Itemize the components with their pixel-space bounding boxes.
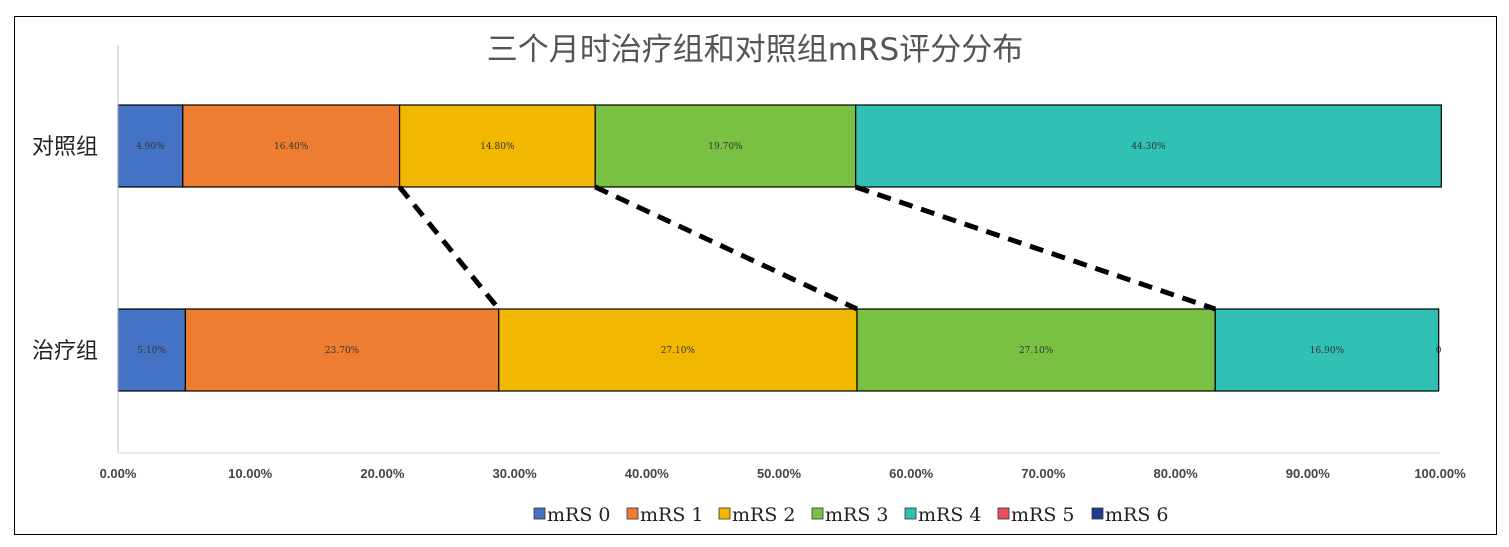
connector-line-mrs-3	[854, 184, 1217, 312]
legend-label-mrs-4: mRS 4	[918, 504, 981, 526]
category-label-control: 对照组	[32, 135, 98, 160]
data-label-mrs-0-control: 4.90%	[136, 142, 165, 152]
bars-group: 4.90% 16.40% 14.80% 19.70% 44.30% 5.10% 23.70%…	[117, 104, 1442, 392]
legend-label-mrs-1: mRS 1	[640, 504, 703, 526]
bar-mrs-0-treatment	[117, 308, 187, 392]
bar-mrs-1-treatment	[184, 308, 500, 392]
bar-mrs-0-control	[117, 104, 184, 188]
connector-lines	[397, 184, 1217, 312]
data-label-mrs-4-treatment: 16.90%	[1310, 346, 1345, 356]
legend-swatch-mrs-1	[626, 507, 639, 520]
legend-swatch-mrs-6	[1091, 507, 1104, 520]
x-tick-label: 0.00%	[100, 466, 137, 481]
x-tick-label: 30.00%	[493, 466, 538, 481]
data-label-mrs-0-treatment: 5.10%	[137, 346, 166, 356]
data-label-mrs-2-control: 14.80%	[480, 142, 515, 152]
x-tick-label: 20.00%	[360, 466, 405, 481]
x-tick-label: 80.00%	[1154, 466, 1199, 481]
x-tick-label: 10.00%	[228, 466, 273, 481]
data-label-mrs-6-treatment: 0	[1436, 346, 1442, 356]
bar-mrs-4-control	[855, 104, 1442, 188]
bar-mrs-3-control	[594, 104, 857, 188]
x-tick-label: 40.00%	[625, 466, 670, 481]
legend: mRS 0 mRS 1 mRS 2 mRS 3 mRS 4 mRS 5 mRS 6	[533, 504, 1168, 526]
x-tick-label: 70.00%	[1021, 466, 1066, 481]
chart-title: 三个月时治疗组和对照组mRS评分分布	[487, 32, 1023, 68]
bar-mrs-2-treatment	[498, 308, 858, 392]
legend-swatch-mrs-5	[997, 507, 1010, 520]
legend-label-mrs-5: mRS 5	[1011, 504, 1074, 526]
legend-swatch-mrs-3	[811, 507, 824, 520]
legend-label-mrs-6: mRS 6	[1105, 504, 1168, 526]
chart-frame	[14, 16, 1497, 535]
x-axis: 0.00% 10.00% 20.00% 30.00% 40.00% 50.00% 60.00…	[100, 45, 1466, 481]
legend-label-mrs-3: mRS 3	[825, 504, 888, 526]
bar-mrs-2-control	[398, 104, 596, 188]
data-label-mrs-1-treatment: 23.70%	[325, 346, 360, 356]
x-tick-label: 50.00%	[757, 466, 802, 481]
data-label-mrs-4-control: 44.30%	[1131, 142, 1166, 152]
x-tick-label: 60.00%	[889, 466, 934, 481]
legend-label-mrs-0: mRS 0	[547, 504, 610, 526]
bar-mrs-1-control	[182, 104, 401, 188]
bar-mrs-3-treatment	[856, 308, 1216, 392]
legend-swatch-mrs-2	[718, 507, 731, 520]
data-label-mrs-3-treatment: 27.10%	[1019, 346, 1054, 356]
x-tick-label: 90.00%	[1286, 466, 1331, 481]
legend-label-mrs-2: mRS 2	[732, 504, 795, 526]
legend-swatch-mrs-0	[533, 507, 546, 520]
data-label-mrs-3-control: 19.70%	[708, 142, 743, 152]
data-label-mrs-1-control: 16.40%	[274, 142, 309, 152]
connector-line-mrs-1	[397, 185, 501, 311]
bar-mrs-4-treatment	[1214, 308, 1440, 392]
data-label-mrs-2-treatment: 27.10%	[661, 346, 696, 356]
connector-line-mrs-2	[594, 184, 859, 312]
category-label-treatment: 治疗组	[32, 339, 98, 364]
x-tick-label: 100.00%	[1414, 466, 1466, 481]
legend-swatch-mrs-4	[904, 507, 917, 520]
